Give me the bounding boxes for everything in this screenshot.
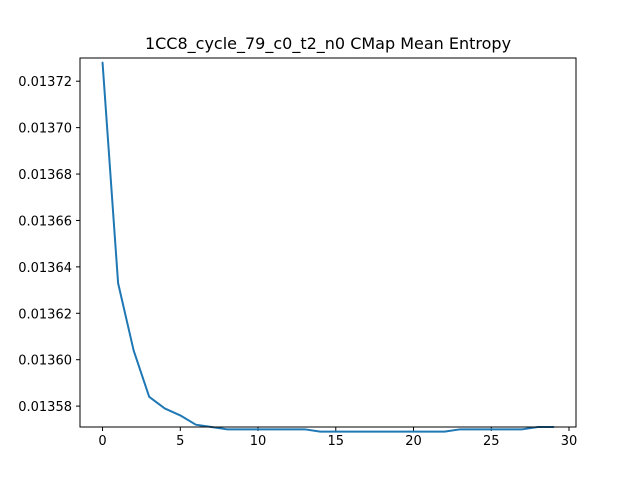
x-tick-label: 15 (328, 434, 345, 449)
data-point (335, 431, 337, 433)
data-point (490, 428, 492, 430)
data-point (428, 431, 430, 433)
x-tick-label: 20 (405, 434, 422, 449)
y-tick-label: 0.01368 (18, 168, 72, 183)
data-point (459, 428, 461, 430)
data-point (195, 424, 197, 426)
data-point (381, 431, 383, 433)
series-line (101, 61, 555, 433)
data-point (117, 282, 119, 284)
x-tick-label: 30 (561, 434, 578, 449)
y-tick-label: 0.01358 (18, 400, 72, 415)
x-tick-label: 10 (250, 434, 267, 449)
data-point (288, 428, 290, 430)
axes-frame (79, 57, 577, 428)
data-point (475, 428, 477, 430)
chart-title: 1CC8_cycle_79_c0_t2_n0 CMap Mean Entropy (145, 34, 511, 54)
data-point (133, 349, 135, 351)
y-tick-label: 0.01366 (18, 214, 72, 229)
data-point (164, 407, 166, 409)
x-tick-label: 25 (483, 434, 500, 449)
data-point (179, 414, 181, 416)
x-tick-label: 5 (176, 434, 184, 449)
data-point (273, 428, 275, 430)
plot-area: 0 5 10 15 20 25 30 0.01358 0.01360 0.01362 0.01364… (18, 61, 578, 449)
data-point (521, 428, 523, 430)
data-point (444, 431, 446, 433)
data-point (319, 431, 321, 433)
data-point (226, 428, 228, 430)
data-point (148, 396, 150, 398)
data-point (257, 428, 259, 430)
data-point (304, 428, 306, 430)
data-point (366, 431, 368, 433)
data-point (350, 431, 352, 433)
data-point (241, 428, 243, 430)
y-tick-label: 0.01370 (18, 122, 72, 137)
data-point (506, 428, 508, 430)
data-point (102, 62, 104, 64)
x-tick-label: 0 (98, 434, 106, 449)
y-tick-label: 0.01372 (18, 75, 72, 90)
y-tick-label: 0.01360 (18, 354, 72, 369)
y-tick-label: 0.01362 (18, 307, 72, 322)
data-point (397, 431, 399, 433)
data-point (413, 431, 415, 433)
y-tick-label: 0.01364 (18, 261, 72, 276)
